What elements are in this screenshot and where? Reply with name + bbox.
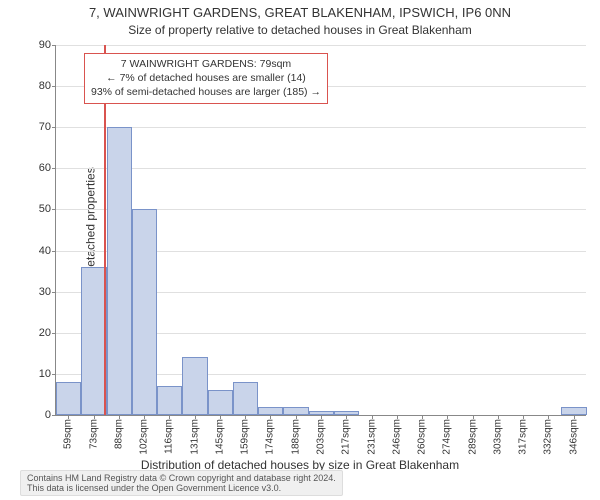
x-tick-label: 159sqm — [240, 419, 251, 455]
histogram-bar — [107, 127, 132, 415]
x-tick-label: 317sqm — [518, 419, 529, 455]
chart-subtitle: Size of property relative to detached ho… — [0, 23, 600, 37]
y-tick-label: 70 — [39, 121, 51, 133]
histogram-bar — [283, 407, 308, 415]
histogram-bar — [132, 209, 157, 415]
x-tick-label: 274sqm — [442, 419, 453, 455]
gridline — [56, 127, 586, 128]
histogram-bar — [208, 390, 233, 415]
x-tick-label: 332sqm — [543, 419, 554, 455]
y-tick-label: 30 — [39, 286, 51, 298]
x-tick-label: 116sqm — [164, 419, 175, 454]
y-tick-label: 10 — [39, 368, 51, 380]
chart-container: 7, WAINWRIGHT GARDENS, GREAT BLAKENHAM, … — [0, 0, 600, 500]
y-tick-mark — [52, 292, 56, 293]
histogram-bar — [182, 357, 207, 415]
y-tick-label: 40 — [39, 245, 51, 257]
y-tick-mark — [52, 86, 56, 87]
annotation-line-3: 93% of semi-detached houses are larger (… — [91, 85, 321, 99]
y-tick-mark — [52, 251, 56, 252]
histogram-bar — [233, 382, 258, 415]
x-tick-label: 260sqm — [417, 419, 428, 455]
gridline — [56, 45, 586, 46]
x-tick-label: 73sqm — [88, 419, 99, 449]
y-tick-label: 20 — [39, 327, 51, 339]
y-tick-mark — [52, 127, 56, 128]
chart-title: 7, WAINWRIGHT GARDENS, GREAT BLAKENHAM, … — [0, 5, 600, 20]
x-tick-label: 289sqm — [467, 419, 478, 455]
y-tick-mark — [52, 415, 56, 416]
x-tick-label: 217sqm — [341, 419, 352, 455]
credit-text: Contains HM Land Registry data © Crown c… — [20, 470, 343, 496]
histogram-bar — [157, 386, 182, 415]
x-tick-label: 246sqm — [391, 419, 402, 455]
x-tick-label: 174sqm — [265, 419, 276, 455]
x-tick-label: 188sqm — [290, 419, 301, 455]
y-tick-mark — [52, 45, 56, 46]
annotation-line-1: 7 WAINWRIGHT GARDENS: 79sqm — [91, 57, 321, 71]
plot-area: 010203040506070809059sqm73sqm88sqm102sqm… — [55, 45, 586, 416]
x-tick-label: 102sqm — [139, 419, 150, 455]
y-tick-mark — [52, 209, 56, 210]
x-tick-label: 303sqm — [492, 419, 503, 455]
gridline — [56, 168, 586, 169]
histogram-bar — [56, 382, 81, 415]
x-tick-label: 145sqm — [214, 419, 225, 455]
x-tick-label: 346sqm — [568, 419, 579, 455]
y-tick-label: 60 — [39, 162, 51, 174]
histogram-bar — [561, 407, 586, 415]
y-tick-mark — [52, 374, 56, 375]
annotation-box: 7 WAINWRIGHT GARDENS: 79sqm ← 7% of deta… — [84, 53, 328, 104]
x-tick-label: 88sqm — [113, 419, 124, 449]
x-tick-label: 203sqm — [316, 419, 327, 455]
x-tick-label: 131sqm — [189, 419, 200, 455]
y-tick-label: 90 — [39, 39, 51, 51]
y-tick-mark — [52, 168, 56, 169]
y-tick-mark — [52, 333, 56, 334]
x-tick-label: 231sqm — [366, 419, 377, 455]
histogram-bar — [258, 407, 283, 415]
annotation-line-2: ← 7% of detached houses are smaller (14) — [91, 71, 321, 85]
x-tick-label: 59sqm — [63, 419, 74, 449]
y-tick-label: 80 — [39, 80, 51, 92]
y-tick-label: 50 — [39, 203, 51, 215]
y-tick-label: 0 — [45, 409, 51, 421]
